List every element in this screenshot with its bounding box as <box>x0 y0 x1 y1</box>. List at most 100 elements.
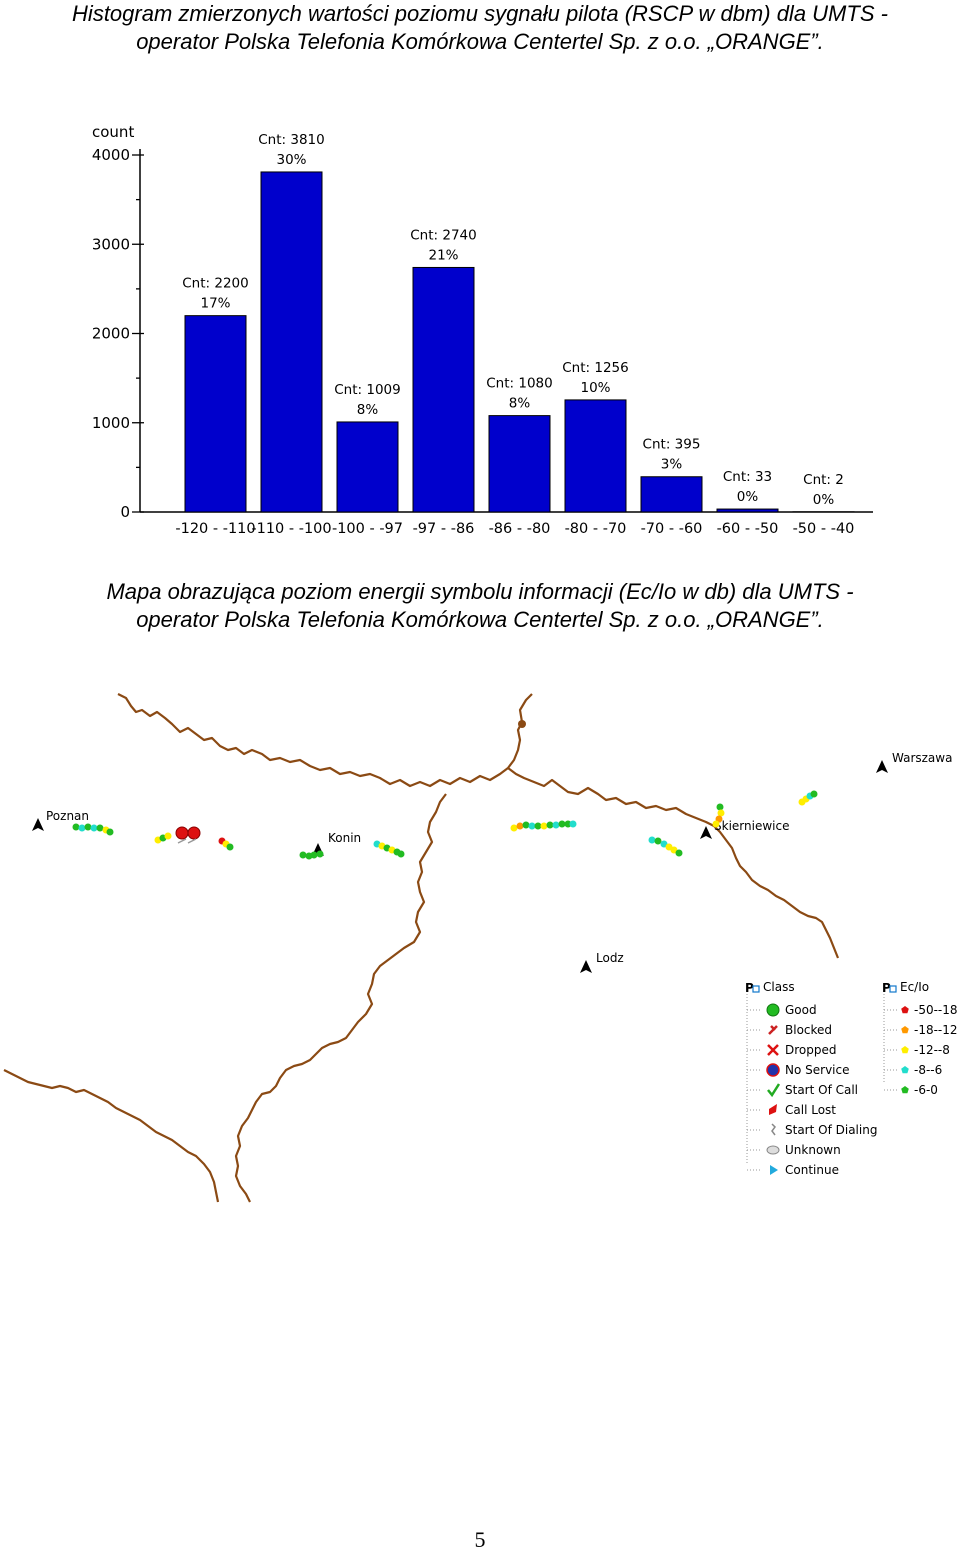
map-caption-line2: operator Polska Telefonia Komórkowa Cent… <box>136 607 824 632</box>
region-border-east <box>507 767 840 959</box>
city-label: Warszawa <box>892 751 952 765</box>
call-lost-icon <box>769 1104 777 1115</box>
legend-ecio: P Ec/Io -50--18 -18--12 -12--8 -8--6 -6-0 <box>882 980 958 1097</box>
region-border-west <box>3 1069 220 1203</box>
city-label: Poznan <box>46 809 89 823</box>
legend-class-label: Blocked <box>785 1023 832 1037</box>
ecio-range-swatch-icon <box>901 1086 909 1094</box>
start-of-dialing-icon <box>771 1123 776 1136</box>
measurement-cluster <box>299 850 324 860</box>
x-tick-label: -110 - -100 <box>251 521 331 537</box>
histogram-caption: Histogram zmierzonych wartości poziomu s… <box>0 0 960 56</box>
region-border-north <box>117 693 533 788</box>
histogram-bar <box>336 421 399 513</box>
legend-p-icon: P <box>882 981 891 995</box>
y-tick-label: 0 <box>120 503 130 521</box>
map-caption-line1: Mapa obrazująca poziom energii symbolu i… <box>106 579 854 604</box>
legend-class-label: Start Of Call <box>785 1083 858 1097</box>
measurement-cluster <box>72 823 114 836</box>
city-marker-icon <box>700 826 712 839</box>
map-caption: Mapa obrazująca poziom energii symbolu i… <box>0 578 960 634</box>
bar-count-label: Cnt: 3810 <box>258 132 324 148</box>
legend-ecio-label: -6-0 <box>914 1083 938 1097</box>
legend-ecio-label: -18--12 <box>914 1023 958 1037</box>
ecio-range-swatch-icon <box>901 1066 909 1074</box>
measurement-cluster <box>373 840 405 858</box>
city-marker-icon <box>32 818 44 831</box>
legend-class-label: Call Lost <box>785 1103 836 1117</box>
legend-title: Class <box>763 980 795 994</box>
measurement-points <box>72 790 818 860</box>
x-tick-label: -97 - -86 <box>413 521 475 537</box>
dropped-icon <box>767 1044 779 1056</box>
y-tick-label: 1000 <box>92 414 130 432</box>
ecio-range-swatch-icon <box>901 1046 909 1054</box>
bar-percent-label: 3% <box>661 457 683 473</box>
legend-box-icon <box>752 985 760 993</box>
legend-class-label: Start Of Dialing <box>785 1123 877 1137</box>
city-markers: Poznan Konin Skierniewice Warszawa Lodz <box>32 751 952 973</box>
bar-percent-label: 0% <box>813 492 835 508</box>
x-tick-label: -100 - -97 <box>332 521 403 537</box>
bar-count-label: Cnt: 2 <box>803 472 844 488</box>
bar-count-label: Cnt: 33 <box>723 469 772 485</box>
call-lost-icon <box>175 826 189 840</box>
region-border-south <box>234 793 447 1203</box>
x-tick-label: -86 - -80 <box>489 521 551 537</box>
page-number: 5 <box>474 1527 486 1552</box>
legend-title: Ec/Io <box>900 980 929 994</box>
city-label: Lodz <box>596 951 624 965</box>
x-tick-label: -120 - -110 <box>175 521 255 537</box>
measurement-cluster <box>798 790 818 806</box>
start-of-call-icon <box>767 1083 781 1098</box>
blocked-icon <box>768 1025 778 1035</box>
legend-ecio-label: -12--8 <box>914 1043 950 1057</box>
legend-class-label: Continue <box>785 1163 839 1177</box>
measurement-cluster <box>712 803 725 828</box>
bar-percent-label: 30% <box>276 152 306 168</box>
legend-ecio-label: -50--18 <box>914 1003 958 1017</box>
good-icon <box>766 1003 780 1017</box>
legend-p-icon: P <box>745 981 754 995</box>
bar-count-label: Cnt: 2200 <box>182 276 248 292</box>
bar-labels: Cnt: 2200 17% Cnt: 3810 30% Cnt: 1009 8% Cnt: … <box>182 132 844 508</box>
legend-ecio-label: -8--6 <box>914 1063 942 1077</box>
legend-class-label: Good <box>785 1003 817 1017</box>
bar-count-label: Cnt: 2740 <box>410 227 476 243</box>
x-tick-label: -80 - -70 <box>565 521 627 537</box>
y-tick-label: 3000 <box>92 235 130 253</box>
bar-percent-label: 0% <box>737 489 759 505</box>
bar-percent-label: 8% <box>509 396 531 412</box>
legend-class-label: No Service <box>785 1063 849 1077</box>
border-marker <box>518 720 526 728</box>
ecio-map: Poznan Konin Skierniewice Warszawa Lodz <box>3 693 958 1203</box>
unknown-icon <box>766 1145 780 1155</box>
x-tick-label: -60 - -50 <box>717 521 779 537</box>
bar-count-label: Cnt: 395 <box>643 437 701 453</box>
call-lost-icon <box>187 826 201 840</box>
measurement-cluster <box>648 836 683 857</box>
y-tick-label: 4000 <box>92 146 130 164</box>
bar-count-label: Cnt: 1009 <box>334 382 400 398</box>
legend-class: P Class Good Blocked Dropped No Service Start … <box>745 980 877 1177</box>
city-label: Konin <box>328 831 361 845</box>
bar-percent-label: 21% <box>428 247 458 263</box>
x-tick-labels: -120 - -110-110 - -100 -100 - -97 -97 - -8… <box>175 521 854 537</box>
x-tick-label: -50 - -40 <box>793 521 855 537</box>
continue-icon <box>770 1165 778 1175</box>
y-tick-label: 2000 <box>92 325 130 343</box>
bars <box>184 171 855 513</box>
city-marker-icon <box>580 960 592 973</box>
ecio-range-swatch-icon <box>901 1006 909 1014</box>
city-label: Skierniewice <box>714 819 789 833</box>
bar-percent-label: 10% <box>580 380 610 396</box>
no-service-icon <box>766 1063 780 1077</box>
legend-class-label: Unknown <box>785 1143 841 1157</box>
legend-class-label: Dropped <box>785 1043 837 1057</box>
histogram-caption-line1: Histogram zmierzonych wartości poziomu s… <box>72 1 888 26</box>
city-marker-icon <box>876 760 888 773</box>
x-tick-label: -70 - -60 <box>641 521 703 537</box>
ecio-range-swatch-icon <box>901 1026 909 1034</box>
bar-percent-label: 17% <box>200 296 230 312</box>
